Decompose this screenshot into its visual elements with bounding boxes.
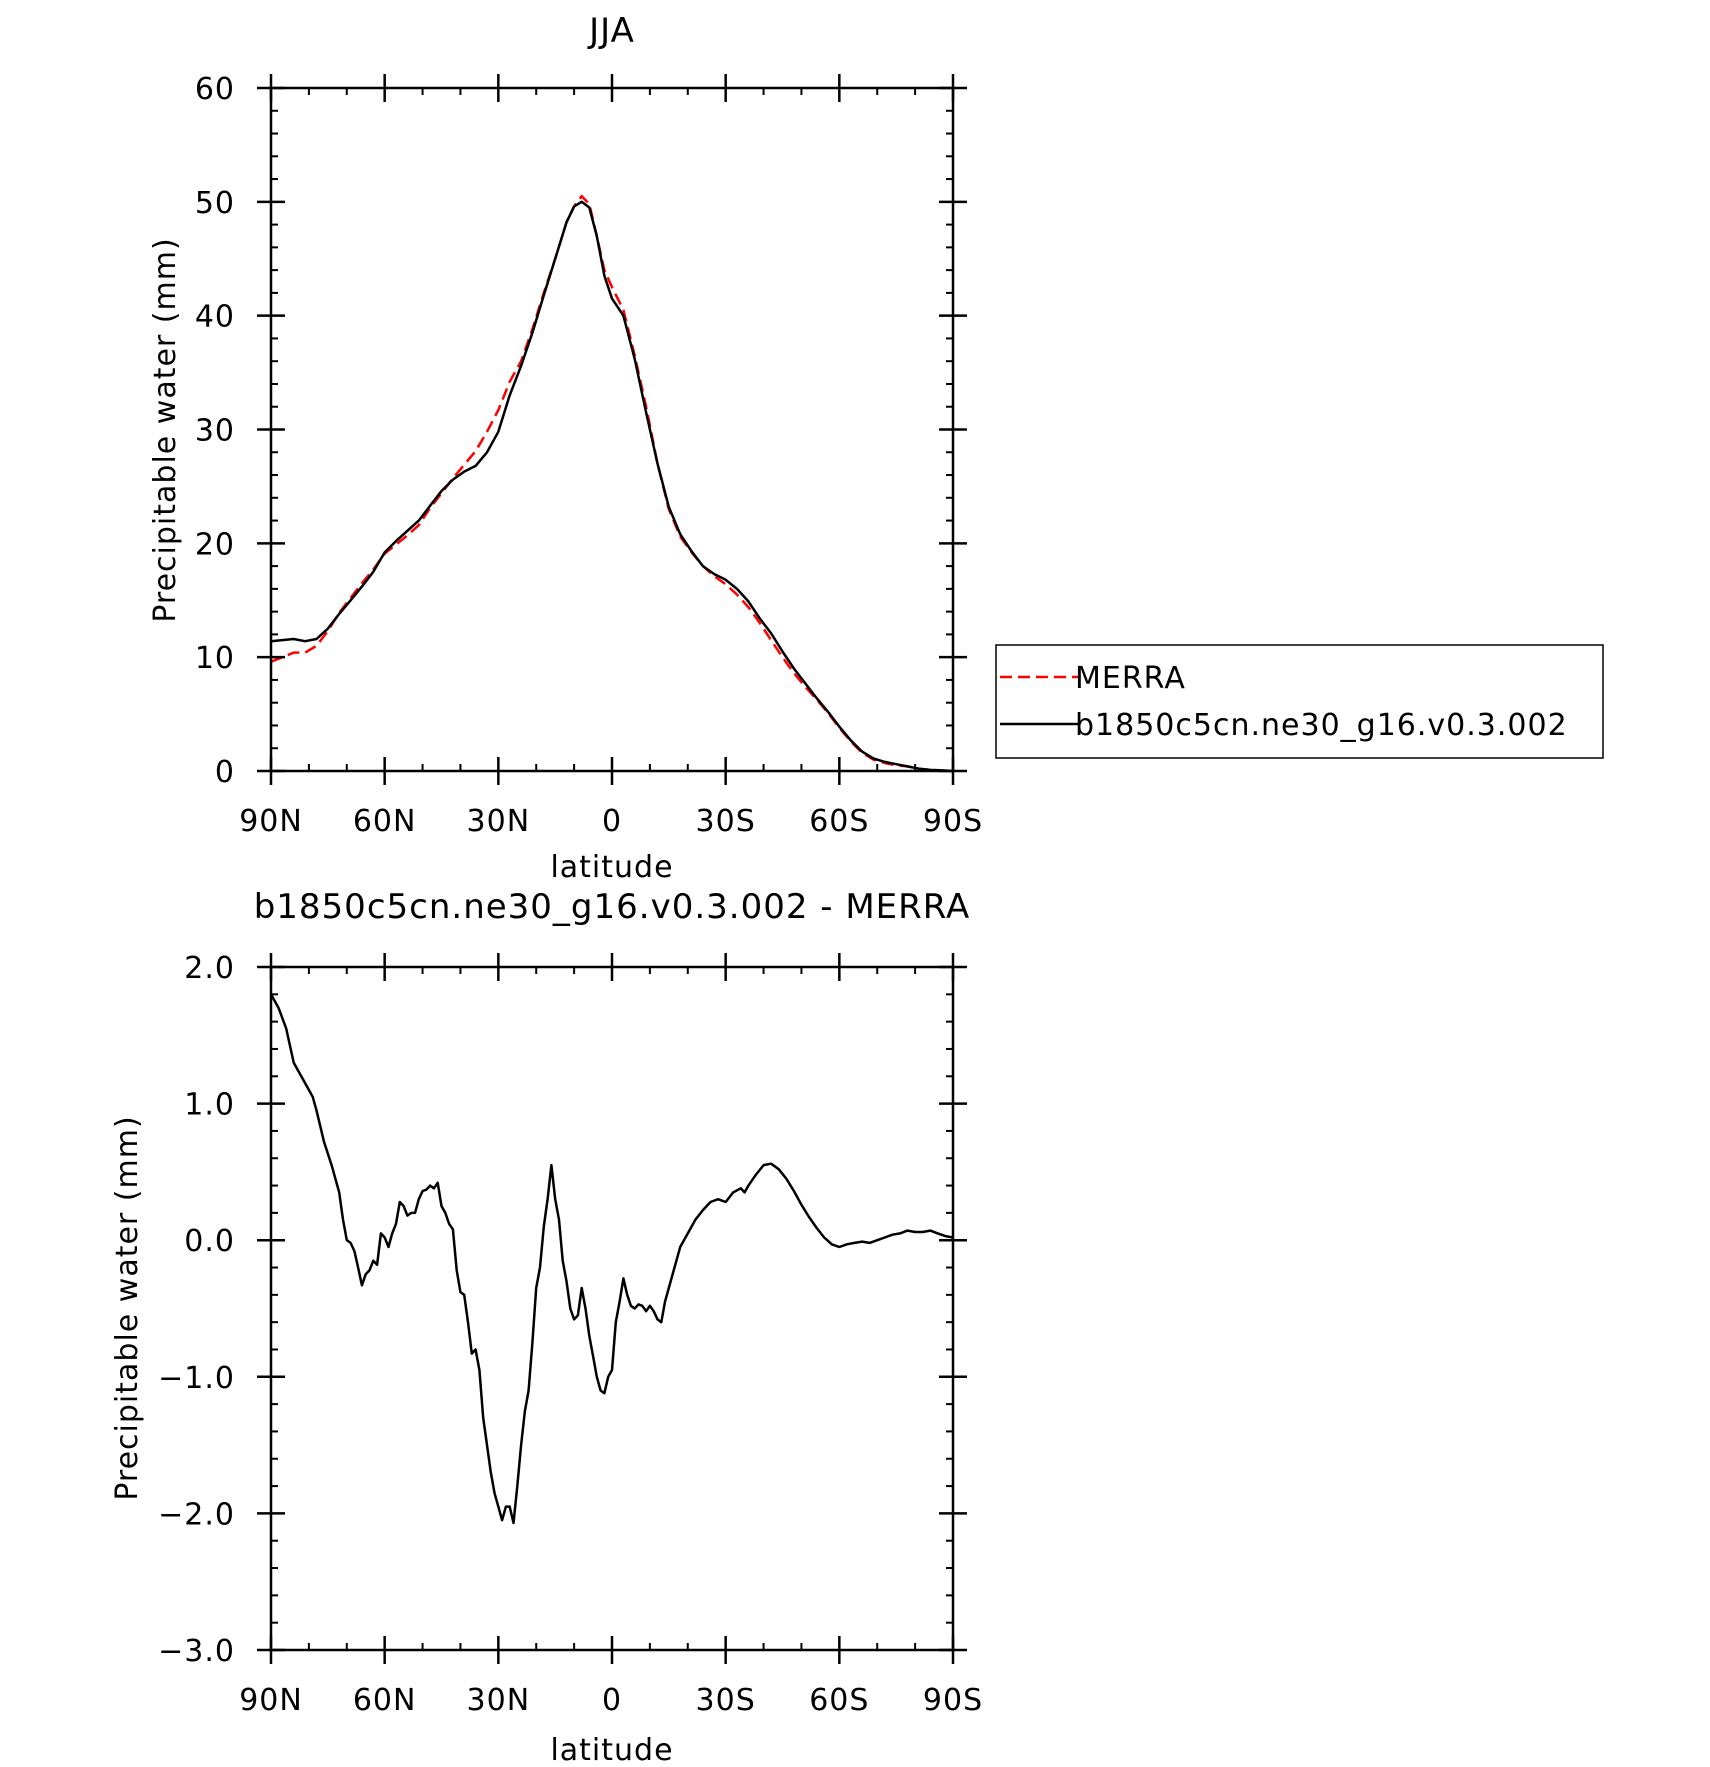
bottom-series-layer bbox=[269, 993, 954, 1525]
climatology-panel: JJA 90N 60N 30N 0 30S 60S 90S 0 10 20 30 40 50 60 Pre… bbox=[148, 11, 1604, 885]
top-x-tick-label: 30N bbox=[467, 804, 531, 839]
top-x-tick-label: 30S bbox=[696, 804, 756, 839]
top-x-axis-label: latitude bbox=[550, 850, 673, 885]
bottom-y-tick-label: −1.0 bbox=[158, 1361, 235, 1396]
legend: MERRA b1850c5cn.ne30_g16.v0.3.002 bbox=[995, 644, 1604, 759]
legend-box bbox=[995, 644, 1604, 759]
top-x-tick-label: 60S bbox=[809, 804, 869, 839]
bottom-x-tick-label: 30N bbox=[467, 1683, 531, 1718]
top-chart-title: JJA bbox=[587, 11, 635, 51]
top-x-tick-label: 0 bbox=[602, 804, 622, 839]
top-series-line-0 bbox=[270, 194, 954, 773]
top-y-tick-label: 10 bbox=[195, 641, 235, 676]
top-x-tick-label: 60N bbox=[353, 804, 417, 839]
top-y-tick-label: 0 bbox=[215, 755, 235, 790]
top-x-tick-label: 90S bbox=[923, 804, 983, 839]
bottom-y-tick-label: −2.0 bbox=[158, 1497, 235, 1532]
bottom-x-tick-label: 90N bbox=[239, 1683, 303, 1718]
top-plot-frame bbox=[269, 86, 955, 773]
top-y-tick-label: 40 bbox=[195, 300, 235, 335]
bottom-plot-frame bbox=[269, 965, 955, 1652]
bottom-ticks-layer: 90N 60N 30N 0 30S 60S 90S −3.0 −2.0 −1.0 0.0 1.0 2.0 bbox=[158, 951, 983, 1718]
legend-entry-merra: MERRA bbox=[1075, 661, 1186, 696]
legend-entry-model: b1850c5cn.ne30_g16.v0.3.002 bbox=[1075, 708, 1568, 743]
top-x-tick-label: 90N bbox=[239, 804, 303, 839]
top-series-line-1 bbox=[270, 200, 954, 773]
bottom-y-axis-label: Precipitable water (mm) bbox=[110, 1115, 145, 1500]
bottom-x-tick-label: 60N bbox=[353, 1683, 417, 1718]
bottom-y-tick-label: 2.0 bbox=[184, 951, 235, 986]
top-series-layer bbox=[270, 194, 954, 773]
top-y-tick-label: 50 bbox=[195, 186, 235, 221]
top-y-axis-label: Precipitable water (mm) bbox=[148, 237, 183, 622]
bottom-x-tick-label: 0 bbox=[602, 1683, 622, 1718]
bottom-y-tick-label: 0.0 bbox=[184, 1224, 235, 1259]
top-y-tick-label: 30 bbox=[195, 414, 235, 449]
bottom-x-tick-label: 90S bbox=[923, 1683, 983, 1718]
top-y-tick-label: 60 bbox=[195, 72, 235, 107]
bottom-y-tick-label: 1.0 bbox=[184, 1088, 235, 1123]
bottom-y-tick-label: −3.0 bbox=[158, 1634, 235, 1669]
bottom-x-axis-label: latitude bbox=[550, 1733, 673, 1767]
bottom-x-tick-label: 30S bbox=[696, 1683, 756, 1718]
bottom-chart-title: b1850c5cn.ne30_g16.v0.3.002 - MERRA bbox=[254, 887, 971, 927]
bottom-x-tick-label: 60S bbox=[809, 1683, 869, 1718]
top-ticks-layer: 90N 60N 30N 0 30S 60S 90S 0 10 20 30 40 50 60 bbox=[195, 72, 983, 839]
bottom-series-line-0 bbox=[269, 993, 954, 1525]
difference-panel: b1850c5cn.ne30_g16.v0.3.002 - MERRA 90N 6… bbox=[110, 887, 983, 1767]
top-y-tick-label: 20 bbox=[195, 527, 235, 562]
